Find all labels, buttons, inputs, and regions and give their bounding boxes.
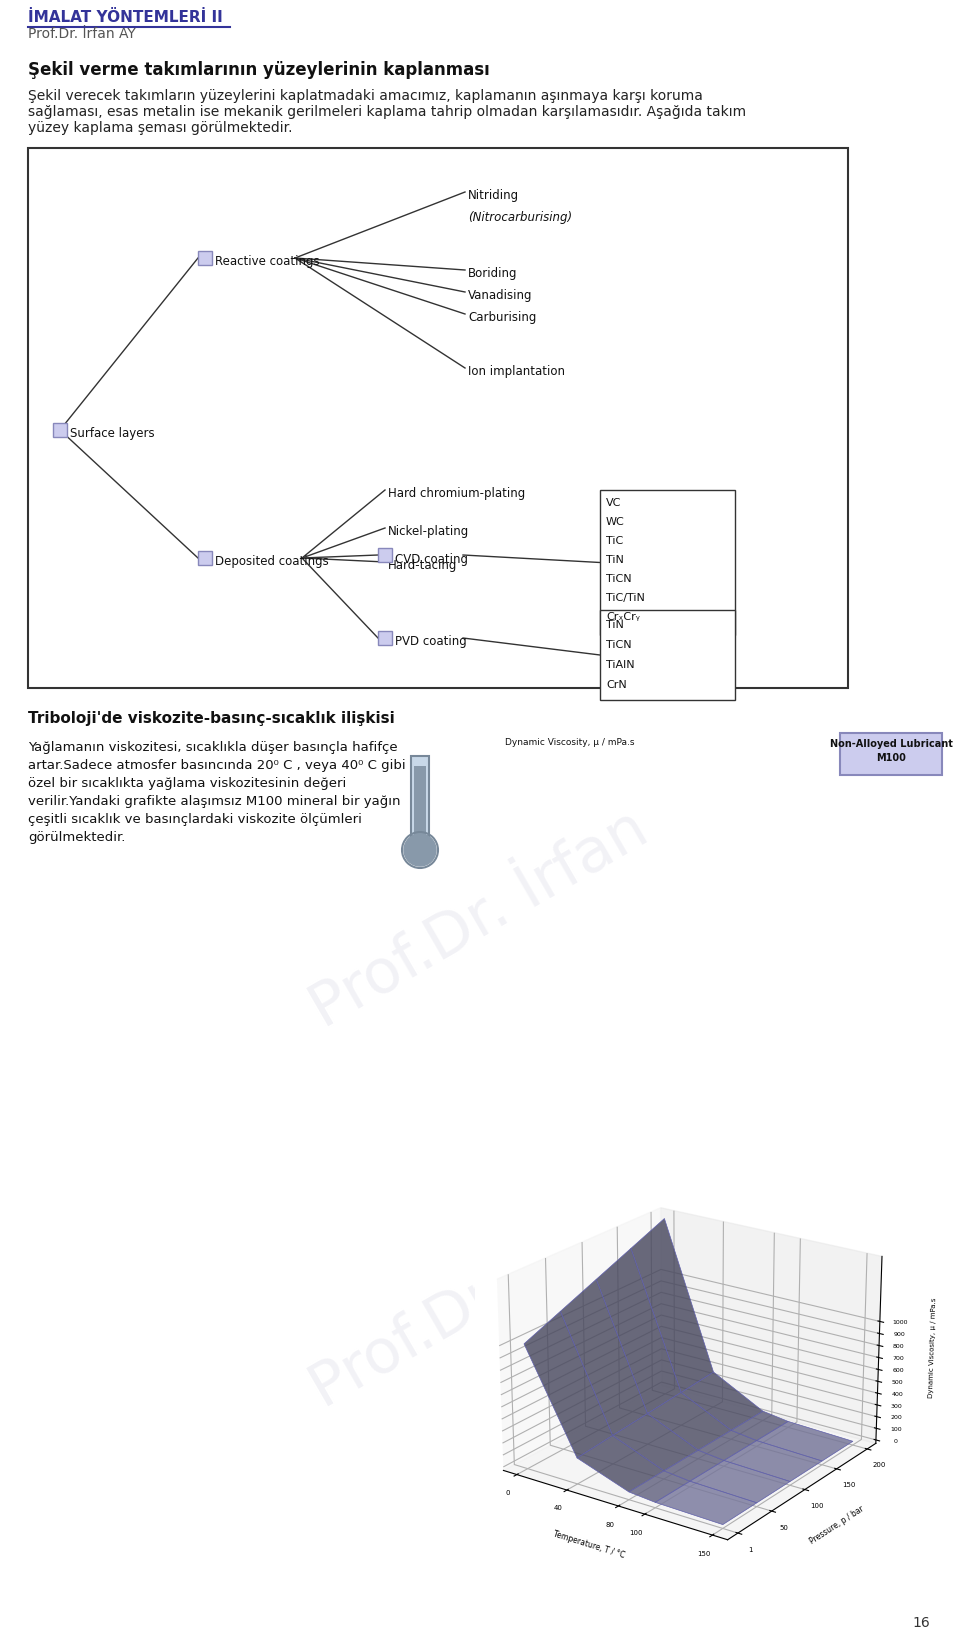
X-axis label: Temperature, T / °C: Temperature, T / °C (552, 1530, 626, 1559)
Text: CrN: CrN (606, 679, 627, 689)
Text: Dynamic Viscosity, μ / mPa.s: Dynamic Viscosity, μ / mPa.s (505, 739, 635, 747)
Y-axis label: Pressure, p / bar: Pressure, p / bar (808, 1504, 866, 1546)
Text: TiCN: TiCN (606, 574, 632, 584)
Text: görülmektedir.: görülmektedir. (28, 831, 126, 844)
Text: Deposited coatings: Deposited coatings (215, 556, 328, 569)
Text: PVD coating: PVD coating (395, 635, 467, 648)
Text: Vanadising: Vanadising (468, 290, 533, 303)
Bar (411, 757, 429, 836)
Bar (28, 148, 848, 688)
Text: TiC: TiC (606, 536, 623, 546)
Bar (53, 423, 67, 438)
Bar (600, 490, 735, 635)
Text: WC: WC (606, 517, 625, 526)
Text: Yağlamanın viskozitesi, sıcaklıkla düşer basınçla hafifçe: Yağlamanın viskozitesi, sıcaklıkla düşer… (28, 740, 397, 753)
Text: Surface layers: Surface layers (70, 428, 155, 441)
Text: Nickel-plating: Nickel-plating (388, 525, 469, 538)
Text: İMALAT YÖNTEMLERİ II: İMALAT YÖNTEMLERİ II (28, 10, 223, 25)
Text: TiCN: TiCN (606, 640, 632, 650)
Text: Şekil verecek takımların yüzeylerini kaplatmadaki amacımız, kaplamanın aşınmaya : Şekil verecek takımların yüzeylerini kap… (28, 89, 703, 104)
Text: Prof.Dr. İrfan AY: Prof.Dr. İrfan AY (28, 26, 135, 41)
Text: Reactive coatings: Reactive coatings (215, 255, 320, 268)
Bar (378, 548, 392, 563)
Text: özel bir sıcaklıkta yağlama viskozitesinin değeri: özel bir sıcaklıkta yağlama viskozitesin… (28, 776, 347, 790)
Text: M100: M100 (876, 753, 906, 763)
Text: yüzey kaplama şeması görülmektedir.: yüzey kaplama şeması görülmektedir. (28, 122, 293, 135)
Text: sağlaması, esas metalin ise mekanik gerilmeleri kaplama tahrip olmadan karşılama: sağlaması, esas metalin ise mekanik geri… (28, 105, 746, 118)
Bar (378, 632, 392, 645)
Bar (198, 252, 212, 265)
Text: (Nitrocarburising): (Nitrocarburising) (468, 211, 572, 224)
Text: çeşitli sıcaklık ve basınçlardaki viskozite ölçümleri: çeşitli sıcaklık ve basınçlardaki viskoz… (28, 813, 362, 826)
Text: Hard-tacing: Hard-tacing (388, 559, 457, 572)
Text: artar.Sadece atmosfer basıncında 20⁰ C , veya 40⁰ C gibi: artar.Sadece atmosfer basıncında 20⁰ C ,… (28, 758, 406, 772)
Text: TiC/TiN: TiC/TiN (606, 592, 645, 604)
Text: CrₓCrᵧ: CrₓCrᵧ (606, 612, 640, 622)
Text: TiAlN: TiAlN (606, 660, 635, 670)
Text: Şekil verme takımlarının yüzeylerinin kaplanması: Şekil verme takımlarının yüzeylerinin ka… (28, 61, 490, 79)
Text: Prof.Dr. İrfan: Prof.Dr. İrfan (300, 1179, 660, 1420)
Text: Hard chromium-plating: Hard chromium-plating (388, 487, 525, 500)
Bar (198, 551, 212, 564)
Text: TiN: TiN (606, 554, 624, 564)
Text: Non-Alloyed Lubricant: Non-Alloyed Lubricant (829, 739, 952, 748)
Text: CVD coating: CVD coating (395, 553, 468, 566)
Text: Prof.Dr. İrfan: Prof.Dr. İrfan (300, 799, 660, 1040)
Bar (600, 610, 735, 701)
Text: verilir.Yandaki grafikte alaşımsız M100 mineral bir yağın: verilir.Yandaki grafikte alaşımsız M100 … (28, 795, 400, 808)
Text: Ion implantation: Ion implantation (468, 365, 565, 378)
Bar (414, 767, 426, 841)
Text: Boriding: Boriding (468, 268, 517, 281)
Text: VC: VC (606, 498, 621, 508)
Text: TiN: TiN (606, 620, 624, 630)
Text: Carburising: Carburising (468, 311, 537, 324)
Text: Triboloji'de viskozite-basınç-sıcaklık ilişkisi: Triboloji'de viskozite-basınç-sıcaklık i… (28, 711, 395, 725)
Text: Nitriding: Nitriding (468, 189, 519, 202)
Circle shape (404, 834, 436, 865)
Bar (840, 734, 942, 775)
Text: 16: 16 (912, 1615, 930, 1630)
